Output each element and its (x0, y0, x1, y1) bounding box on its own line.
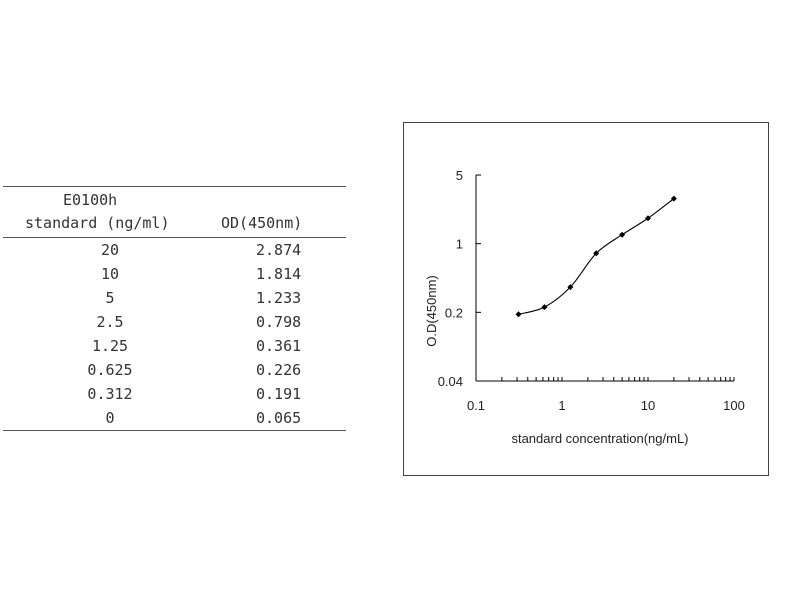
data-point (619, 231, 626, 238)
y-tick-label: 0.2 (445, 305, 463, 320)
table-row: 10 1.814 (3, 262, 346, 286)
cell-od: 1.233 (256, 289, 302, 307)
cell-od: 0.798 (256, 313, 302, 331)
data-point (541, 304, 548, 311)
x-tick-label: 10 (641, 398, 655, 413)
cell-od: 0.191 (256, 385, 302, 403)
cell-concentration: 1.25 (91, 337, 129, 355)
table-row: 20 2.874 (3, 238, 346, 262)
cell-od: 0.226 (256, 361, 302, 379)
table-header: E0100h standard (ng/ml) OD(450nm) (3, 187, 346, 238)
chart-frame: 0.1 1 10 100 0.04 0.2 1 5 standard concentratio… (403, 122, 769, 476)
standard-table: E0100h standard (ng/ml) OD(450nm) 20 2.87… (3, 186, 346, 431)
y-tick-label: 0.04 (438, 374, 463, 389)
data-point (670, 195, 677, 202)
cell-concentration: 5 (105, 289, 115, 307)
table-row: 0 0.065 (3, 406, 346, 430)
table-row: 0.312 0.191 (3, 382, 346, 406)
table-header-od: OD(450nm) (221, 214, 303, 232)
y-axis-title: O.D(450nm) (424, 275, 439, 347)
data-point (593, 250, 600, 257)
standard-curve-chart: 0.1 1 10 100 0.04 0.2 1 5 standard concentratio… (424, 168, 745, 446)
cell-od: 1.814 (256, 265, 302, 283)
data-point (515, 311, 522, 318)
table-row: 1.25 0.361 (3, 334, 346, 358)
cell-concentration: 20 (100, 241, 120, 259)
cell-od: 2.874 (256, 241, 302, 259)
table-header-kit-id: E0100h (63, 191, 118, 209)
cell-concentration: 0 (105, 409, 115, 427)
table-row: 2.5 0.798 (3, 310, 346, 334)
table-header-standard: standard (ng/ml) (25, 214, 170, 232)
cell-od: 0.361 (256, 337, 302, 355)
cell-concentration: 2.5 (96, 313, 124, 331)
cell-concentration: 0.312 (87, 385, 133, 403)
x-tick-label: 100 (723, 398, 745, 413)
x-tick-label: 1 (558, 398, 565, 413)
table-row: 5 1.233 (3, 286, 346, 310)
y-tick-label: 5 (456, 168, 463, 183)
x-axis-title: standard concentration(ng/mL) (511, 431, 688, 446)
cell-od: 0.065 (256, 409, 302, 427)
x-tick-label: 0.1 (467, 398, 485, 413)
standard-curve-line (518, 198, 675, 315)
cell-concentration: 0.625 (87, 361, 133, 379)
y-tick-label: 1 (456, 237, 463, 252)
data-point (567, 284, 574, 291)
table-body: 20 2.874 10 1.814 5 1.233 2.5 0.798 1.25 0.36… (3, 238, 346, 430)
cell-concentration: 10 (100, 265, 120, 283)
data-point (645, 215, 651, 222)
table-row: 0.625 0.226 (3, 358, 346, 382)
